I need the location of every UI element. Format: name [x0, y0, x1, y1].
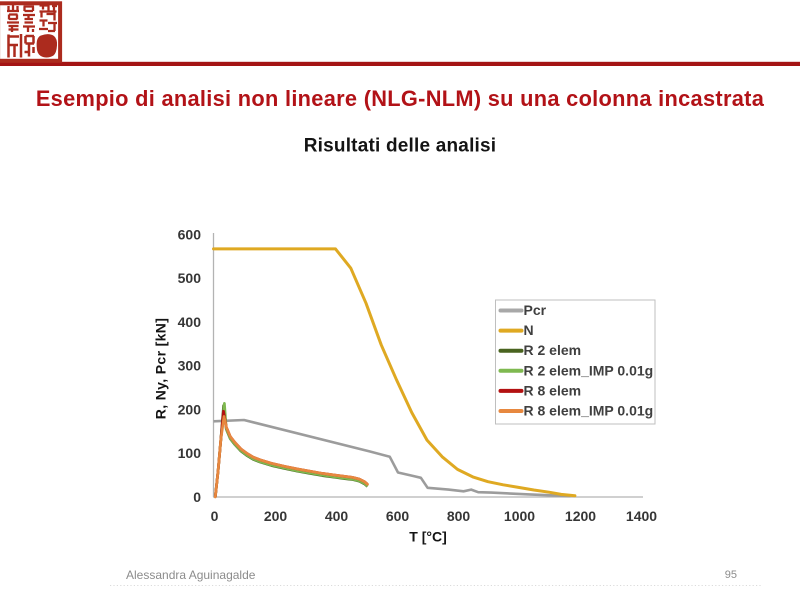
- svg-text:T [°C]: T [°C]: [409, 529, 446, 545]
- svg-text:1200: 1200: [565, 508, 596, 524]
- svg-text:R 2 elem: R 2 elem: [524, 342, 582, 358]
- svg-text:600: 600: [386, 508, 410, 524]
- svg-text:R 8 elem_IMP 0.01g: R 8 elem_IMP 0.01g: [524, 403, 654, 419]
- svg-text:1000: 1000: [504, 508, 535, 524]
- svg-text:400: 400: [325, 508, 349, 524]
- svg-text:800: 800: [447, 508, 471, 524]
- svg-text:0: 0: [211, 508, 219, 524]
- svg-text:400: 400: [178, 314, 202, 330]
- svg-text:Esempio di analisi non lineare: Esempio di analisi non lineare (NLG-NLM)…: [36, 86, 765, 111]
- svg-text:Risultati delle analisi: Risultati delle analisi: [304, 136, 497, 157]
- svg-text:0: 0: [193, 489, 201, 505]
- svg-text:R, Ny, Pcr [kN]: R, Ny, Pcr [kN]: [153, 318, 169, 419]
- svg-text:N: N: [524, 322, 534, 338]
- svg-text:1400: 1400: [626, 508, 657, 524]
- svg-text:200: 200: [178, 401, 202, 417]
- svg-text:R 2 elem_IMP 0.01g: R 2 elem_IMP 0.01g: [524, 362, 654, 378]
- svg-text:300: 300: [178, 358, 202, 374]
- svg-text:Alessandra Aguinagalde: Alessandra Aguinagalde: [126, 568, 256, 582]
- svg-text:R 8 elem: R 8 elem: [524, 382, 582, 398]
- svg-text:95: 95: [725, 569, 737, 581]
- svg-text:500: 500: [178, 270, 202, 286]
- svg-text:Pcr: Pcr: [524, 302, 547, 318]
- svg-text:600: 600: [178, 226, 202, 242]
- svg-text:100: 100: [178, 445, 202, 461]
- svg-text:200: 200: [264, 508, 288, 524]
